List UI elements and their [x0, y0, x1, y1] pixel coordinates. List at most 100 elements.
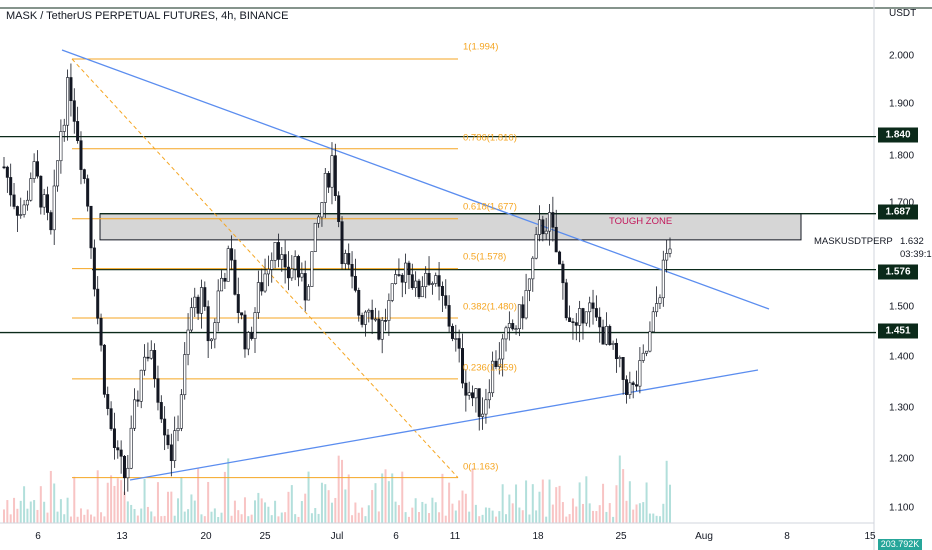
x-tick-label: 8 [784, 531, 790, 542]
candle-body [564, 282, 568, 319]
y-tick-label: 1.800 [889, 150, 915, 162]
candle-body [467, 392, 471, 396]
volume-bar [260, 498, 263, 523]
volume-bar [642, 502, 645, 523]
volume-bar [451, 503, 454, 523]
volume-bar [648, 513, 651, 523]
volume-bar [478, 516, 481, 523]
candle-body [39, 175, 43, 208]
candle-body [213, 322, 217, 340]
candle-body [82, 169, 86, 179]
y-tick-label: 1.400 [889, 351, 915, 363]
volume-bar [29, 501, 32, 523]
y-tick-label: 1.300 [889, 402, 915, 414]
candle-body [360, 314, 364, 325]
candle-body [357, 290, 361, 316]
volume-bar [417, 512, 420, 523]
volume-bar [46, 512, 49, 523]
candle-body [159, 402, 163, 420]
y-tick-label: 1.100 [889, 502, 915, 514]
candle-body [293, 256, 297, 270]
candle-body [635, 384, 639, 387]
price-unit: USDT [889, 8, 917, 19]
candle-body [243, 314, 247, 350]
candle-body [22, 204, 26, 215]
candle-body [665, 253, 669, 261]
volume-bar [90, 514, 93, 523]
volume-bar [364, 516, 367, 523]
volume-bar [622, 469, 625, 523]
last-price: 1.632 [900, 236, 924, 247]
volume-bar [581, 503, 584, 523]
volume-bar [491, 510, 494, 523]
volume-bar [13, 497, 16, 523]
candle-body [69, 77, 73, 102]
volume-bar [180, 477, 183, 523]
volume-bar [361, 507, 364, 523]
volume-bar [571, 498, 574, 523]
candle-body [631, 382, 635, 385]
candle-body [450, 325, 454, 339]
volume-bar [434, 502, 437, 523]
volume-bar [66, 497, 69, 523]
candle-body [280, 254, 284, 260]
candle-body [494, 360, 498, 367]
candle-body [109, 408, 113, 430]
candle-body [139, 369, 143, 402]
volume-bar [337, 455, 340, 523]
volume-badge: 203.792K [878, 539, 922, 550]
volume-bar [9, 514, 12, 523]
candle-body [414, 280, 418, 289]
candle-body [156, 378, 160, 403]
candle-body [624, 379, 628, 395]
volume-bar [160, 516, 163, 523]
volume-bar [551, 504, 554, 523]
volume-bar [284, 512, 287, 523]
candle-body [300, 273, 304, 278]
candle-body [240, 312, 244, 316]
candle-body [290, 268, 294, 279]
candle-body [256, 282, 260, 313]
volume-bar [454, 510, 457, 523]
candle-body [588, 302, 592, 313]
volume-bar [625, 500, 628, 523]
volume-bar [274, 500, 277, 523]
fib-label: 0.618(1.677) [463, 201, 517, 213]
candle-body [574, 322, 578, 326]
symbol-label: MASKUSDTPERP [814, 236, 893, 247]
volume-bar [304, 493, 307, 523]
trend-line-upper [61, 49, 770, 310]
candle-body [367, 309, 371, 313]
volume-bar [458, 500, 461, 523]
volume-bar [484, 507, 487, 523]
candle-body [253, 312, 257, 339]
candle-body [343, 253, 347, 265]
candle-body [183, 354, 187, 396]
volume-bar [397, 505, 400, 523]
candle-body [497, 358, 501, 367]
candle-body [62, 124, 66, 132]
volume-bar [267, 506, 270, 523]
candle-body [504, 327, 508, 340]
candle-body [12, 194, 16, 207]
candle-body [474, 388, 478, 399]
volume-bar [110, 475, 113, 523]
candle-body [79, 140, 83, 170]
candle-body [333, 155, 337, 197]
volume-bar [618, 455, 621, 523]
candle-body [584, 311, 588, 324]
candle-body [400, 274, 404, 283]
trend-line-lower [129, 369, 759, 481]
candle-body [661, 259, 665, 299]
volume-bar [113, 485, 116, 523]
volume-bar [146, 506, 149, 523]
volume-bar [126, 501, 129, 523]
volume-bar [190, 494, 193, 523]
volume-bar [414, 498, 417, 523]
candle-body [517, 304, 521, 330]
volume-bar [558, 485, 561, 523]
candle-body [116, 447, 120, 451]
volume-bar [608, 503, 611, 523]
